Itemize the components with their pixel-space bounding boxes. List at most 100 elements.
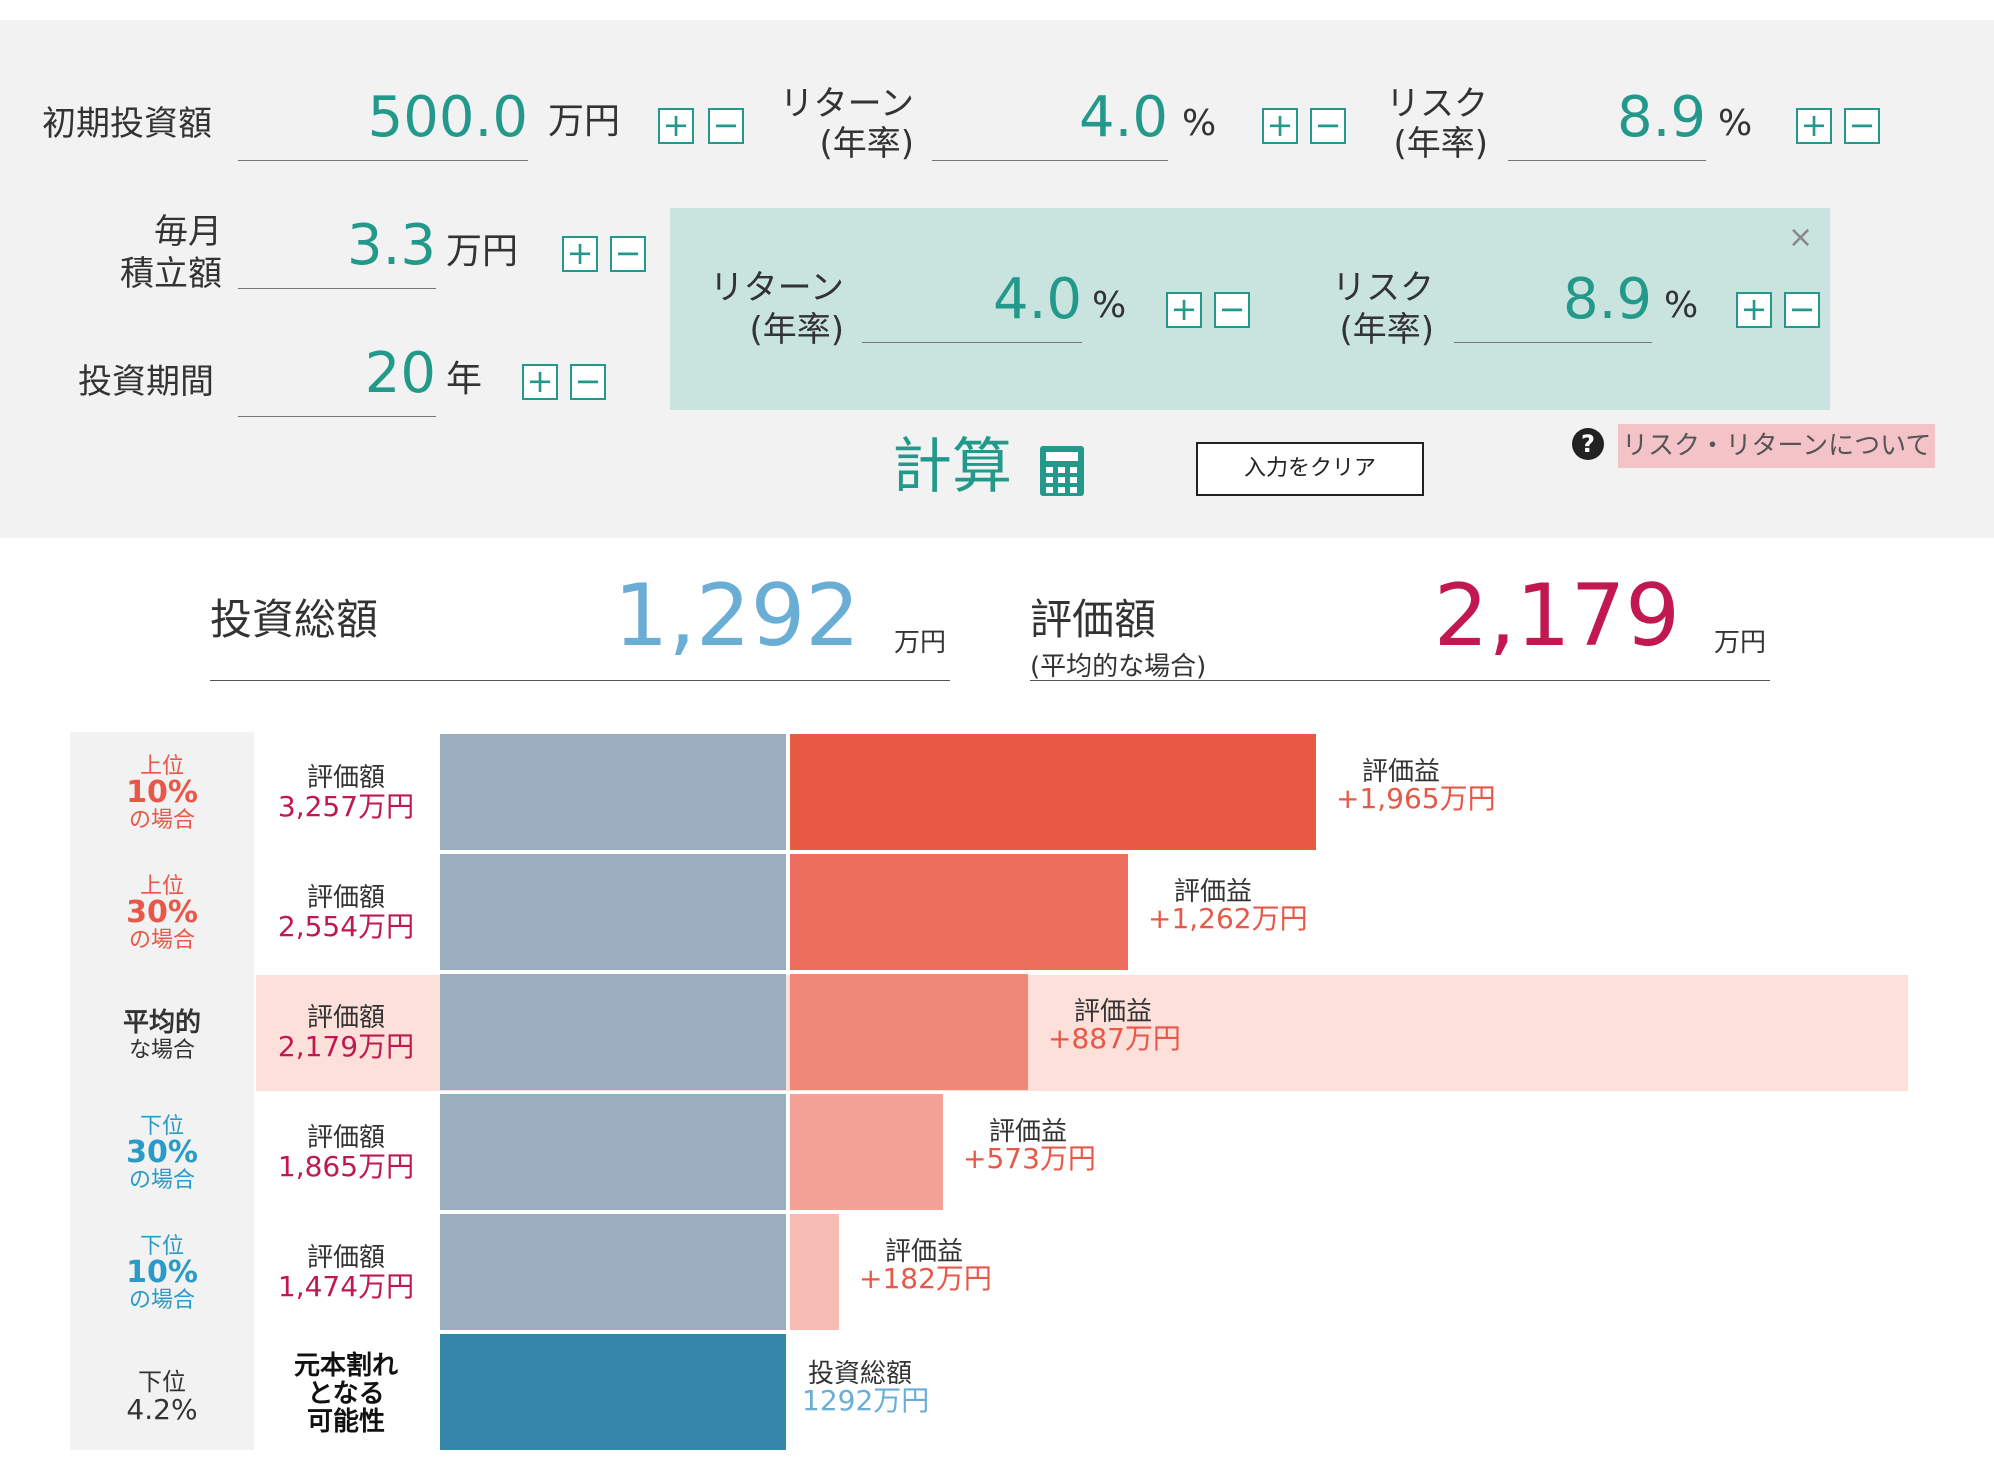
risk-return-help-link[interactable]: リスク・リターンについて [1618, 424, 1936, 468]
calculate-label: 計算 [892, 432, 1012, 502]
close-icon[interactable]: × [1788, 220, 1814, 255]
initial-investment-unit: 万円 [548, 101, 621, 142]
return-plus-button[interactable]: + [1262, 108, 1298, 144]
help-icon[interactable]: ? [1572, 428, 1604, 460]
scenario-gain-label: 評価益 [885, 1237, 964, 1267]
scenario-gain-value: +887万円 [1048, 1022, 1181, 1055]
period-unit: 年 [446, 359, 483, 400]
scenario-rank-top: 下位 [139, 1234, 184, 1259]
panel-return-minus-button[interactable]: − [1214, 292, 1250, 328]
scenario-eval-label: 評価額 [306, 1003, 385, 1033]
risk-input[interactable]: 8.9 [1508, 86, 1706, 161]
calculate-button[interactable]: 計算 [892, 432, 1012, 502]
return-unit: % [1182, 103, 1217, 144]
scenario-gain-value: +1,262万円 [1148, 902, 1308, 935]
panel-return-sublabel: (年率) [749, 310, 844, 350]
principal-bar [440, 734, 786, 850]
calculator-icon[interactable] [1040, 446, 1084, 496]
total-investment-label: 投資総額 [210, 595, 379, 644]
evaluation-sublabel: (平均的な場合) [1030, 652, 1207, 682]
monthly-input[interactable]: 3.3 [238, 214, 436, 289]
scenario-rank-top: 上位 [139, 874, 184, 899]
loss-principal-bar [440, 1334, 786, 1450]
initial-investment-label: 初期投資額 [42, 104, 212, 144]
monthly-unit: 万円 [446, 231, 519, 272]
initial-plus-button[interactable]: + [658, 108, 694, 144]
panel-risk-plus-button[interactable]: + [1736, 292, 1772, 328]
evaluation-underline [1030, 680, 1770, 681]
scenario-rank-bottom: の場合 [128, 1168, 195, 1193]
period-input[interactable]: 20 [238, 342, 436, 417]
scenario-gain-label: 評価益 [989, 1117, 1068, 1147]
evaluation-value: 2,179 [1433, 566, 1680, 666]
scenario-gain-label: 評価益 [1074, 997, 1153, 1027]
scenario-eval-value: 2,179万円 [277, 1030, 415, 1063]
panel-return-input[interactable]: 4.0 [862, 268, 1082, 343]
gain-bar [790, 1214, 839, 1330]
scenario-rank-bottom: の場合 [128, 808, 195, 833]
clear-input-button[interactable]: 入力をクリア [1196, 442, 1424, 496]
monthly-plus-button[interactable]: + [562, 236, 598, 272]
total-investment-unit: 万円 [894, 628, 947, 658]
risk-plus-button[interactable]: + [1796, 108, 1832, 144]
loss-total-label: 投資総額 [808, 1359, 913, 1389]
scenario-eval-label: 評価額 [306, 883, 385, 913]
period-minus-button[interactable]: − [570, 364, 606, 400]
gain-bar [790, 974, 1028, 1090]
principal-bar [440, 1214, 786, 1330]
scenario-rank-top: 平均的 [122, 1008, 201, 1038]
initial-minus-button[interactable]: − [708, 108, 744, 144]
panel-risk-minus-button[interactable]: − [1784, 292, 1820, 328]
scenario-label-column [70, 732, 254, 1450]
scenario-eval-label: 評価額 [306, 1123, 385, 1153]
gain-bar [790, 1094, 943, 1210]
total-investment-value: 1,292 [613, 566, 860, 666]
loss-row-top: 下位 [138, 1368, 186, 1396]
panel-risk-label: リスク [1332, 268, 1434, 308]
return-minus-button[interactable]: − [1310, 108, 1346, 144]
scenario-eval-label: 評価額 [306, 1243, 385, 1273]
scenario-eval-label: 評価額 [306, 763, 385, 793]
principal-bar [440, 974, 786, 1090]
scenario-gain-label: 評価益 [1362, 757, 1441, 787]
monthly-minus-button[interactable]: − [610, 236, 646, 272]
scenario-eval-value: 3,257万円 [277, 790, 415, 823]
assumption-panel [670, 208, 1830, 410]
risk-unit: % [1718, 103, 1753, 144]
scenario-rank-top: 上位 [139, 754, 184, 779]
panel-return-unit: % [1092, 285, 1127, 326]
scenario-rank-bottom: な場合 [128, 1038, 195, 1063]
monthly-sublabel: 積立額 [120, 254, 222, 294]
risk-label: リスク [1386, 84, 1488, 124]
panel-return-plus-button[interactable]: + [1166, 292, 1202, 328]
scenario-rank-top: 下位 [139, 1114, 184, 1139]
scenario-eval-value: 1,865万円 [277, 1150, 415, 1183]
scenario-rank-percent: 10% [126, 775, 198, 810]
principal-bar [440, 1094, 786, 1210]
risk-sublabel: (年率) [1393, 124, 1488, 164]
scenario-gain-value: +1,965万円 [1336, 782, 1496, 815]
period-plus-button[interactable]: + [522, 364, 558, 400]
panel-risk-sublabel: (年率) [1339, 310, 1434, 350]
scenario-eval-value: 2,554万円 [277, 910, 415, 943]
loss-label-2: となる [307, 1379, 385, 1409]
evaluation-unit: 万円 [1714, 628, 1767, 658]
monthly-label: 毎月 [154, 212, 222, 252]
return-input[interactable]: 4.0 [932, 86, 1168, 161]
gain-bar [790, 734, 1316, 850]
evaluation-label: 評価額 [1030, 595, 1157, 644]
loss-total-value: 1292万円 [802, 1384, 930, 1417]
panel-risk-input[interactable]: 8.9 [1454, 268, 1652, 343]
scenario-gain-value: +573万円 [963, 1142, 1096, 1175]
risk-minus-button[interactable]: − [1844, 108, 1880, 144]
panel-return-label: リターン [709, 268, 844, 308]
panel-risk-unit: % [1664, 285, 1699, 326]
scenario-gain-value: +182万円 [859, 1262, 992, 1295]
scenario-rank-percent: 30% [126, 895, 198, 930]
initial-investment-input[interactable]: 500.0 [238, 86, 528, 161]
scenario-eval-value: 1,474万円 [277, 1270, 415, 1303]
total-underline [210, 680, 950, 681]
period-label: 投資期間 [78, 362, 214, 402]
scenario-rank-bottom: の場合 [128, 1288, 195, 1313]
scenario-rank-bottom: の場合 [128, 928, 195, 953]
